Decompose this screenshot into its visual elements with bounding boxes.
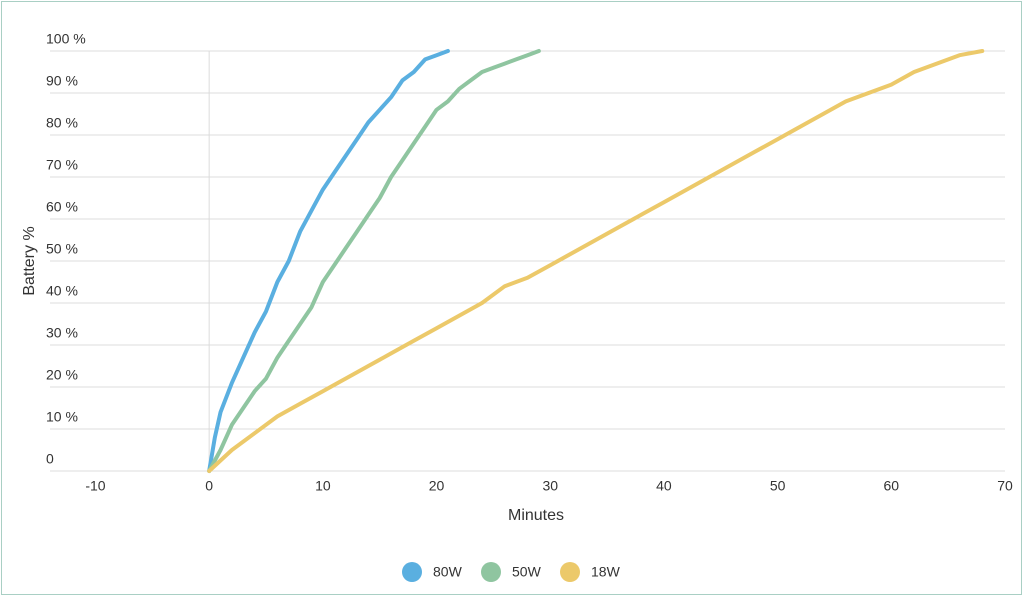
- x-axis-label: Minutes: [508, 507, 564, 524]
- legend-swatch: [481, 562, 501, 582]
- x-tick-label: 0: [205, 478, 213, 494]
- y-tick-label: 100 %: [46, 31, 86, 47]
- series-line: [207, 49, 450, 473]
- legend-swatch: [560, 562, 580, 582]
- x-tick-label: 40: [656, 478, 672, 494]
- x-tick-label: 70: [997, 478, 1013, 494]
- y-tick-label: 60 %: [46, 199, 78, 215]
- y-tick-label: 40 %: [46, 283, 78, 299]
- y-axis-label: Battery %: [21, 226, 38, 295]
- series-line: [207, 49, 541, 473]
- y-tick-label: 70 %: [46, 157, 78, 173]
- legend-label: 18W: [591, 564, 621, 580]
- x-tick-label: 50: [770, 478, 786, 494]
- y-tick-label: 0: [46, 451, 54, 467]
- y-tick-label: 90 %: [46, 73, 78, 89]
- legend-swatch: [402, 562, 422, 582]
- legend-label: 80W: [433, 564, 463, 580]
- y-tick-label: 10 %: [46, 409, 78, 425]
- x-tick-label: 30: [542, 478, 558, 494]
- x-tick-label: 60: [884, 478, 900, 494]
- x-tick-label: -10: [85, 478, 105, 494]
- legend-label: 50W: [512, 564, 542, 580]
- y-tick-label: 20 %: [46, 367, 78, 383]
- x-tick-label: 10: [315, 478, 331, 494]
- y-tick-label: 80 %: [46, 115, 78, 131]
- y-tick-label: 30 %: [46, 325, 78, 341]
- series-line: [207, 49, 985, 473]
- y-tick-label: 50 %: [46, 241, 78, 257]
- x-tick-label: 20: [429, 478, 445, 494]
